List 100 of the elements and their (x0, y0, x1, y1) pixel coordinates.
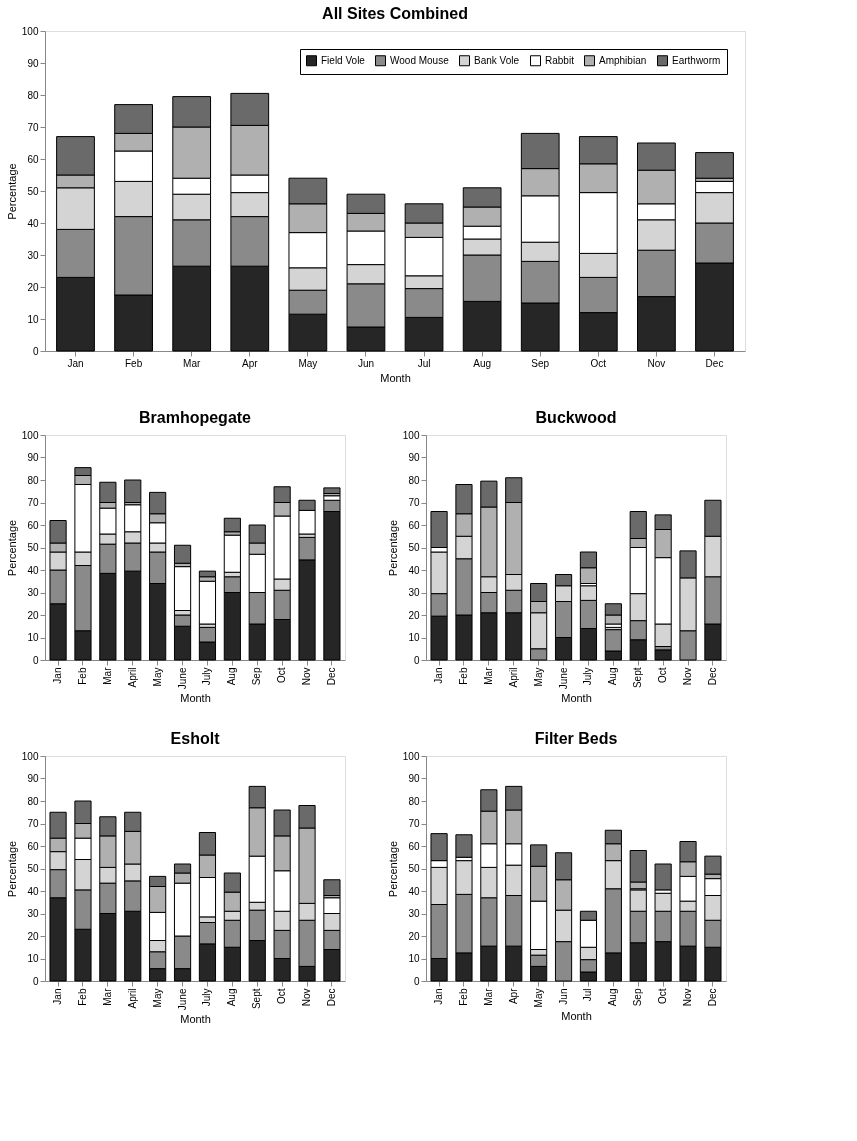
x-tick-label: Jul (417, 357, 431, 369)
y-tick-label: 50 (27, 863, 39, 874)
y-tick-label: 20 (27, 281, 39, 293)
y-tick-label: 20 (408, 930, 420, 942)
x-axis-title: Month (180, 1013, 211, 1026)
y-tick-label: 80 (27, 474, 39, 486)
y-tick-label: 30 (408, 587, 420, 598)
x-tick-label: Oct (590, 357, 607, 369)
y-tick-label: 90 (27, 452, 39, 463)
x-tick-label: Nov (682, 667, 694, 686)
bar (173, 544, 192, 564)
x-tick-label: Aug (607, 667, 619, 686)
y-tick-label: 60 (27, 153, 39, 165)
x-tick-label: Mar (482, 666, 494, 685)
x-tick-label: Jun (357, 357, 375, 369)
x-tick-label: May (532, 667, 544, 687)
x-tick-label: Aug (607, 988, 619, 1007)
x-tick-label: Jan (67, 357, 84, 369)
x-tick-label: Feb (76, 988, 88, 1006)
y-tick-label: 40 (27, 885, 39, 897)
y-axis-title: Percentage (5, 840, 18, 898)
x-tick-label: Oct (276, 988, 288, 1005)
y-tick-label: 0 (413, 975, 420, 987)
y-axis-title: Percentage (386, 519, 399, 577)
x-tick-label: July (201, 667, 213, 686)
y-tick-label: 80 (408, 474, 420, 486)
legend-label: Field Vole (321, 54, 366, 66)
y-tick-label: 50 (27, 542, 39, 553)
y-tick-label: 70 (408, 497, 420, 508)
x-tick-label: Feb (457, 667, 469, 685)
y-tick-label: 30 (27, 249, 39, 261)
y-tick-label: 10 (27, 632, 39, 643)
legend-label: Earthworm (672, 54, 721, 66)
x-tick-label: Nov (301, 988, 313, 1007)
y-tick-label: 100 (21, 25, 39, 37)
y-tick-label: 60 (408, 840, 420, 852)
y-axis-title: Percentage (5, 163, 18, 220)
x-tick-label: Oct (276, 667, 288, 684)
bar (654, 649, 672, 661)
y-tick-label: 10 (27, 953, 39, 964)
y-tick-label: 60 (408, 519, 420, 531)
y-tick-label: 40 (27, 217, 39, 229)
bar (455, 834, 473, 858)
x-tick-label: Sep (531, 357, 550, 369)
y-tick-label: 60 (27, 519, 39, 531)
y-tick-label: 20 (408, 609, 420, 621)
y-tick-label: 10 (27, 313, 39, 325)
x-tick-label: Jan (52, 988, 64, 1005)
x-tick-label: April (126, 667, 138, 688)
y-tick-label: 10 (408, 632, 420, 643)
x-tick-label: Nov (301, 667, 313, 686)
x-tick-label: May (298, 357, 318, 369)
x-tick-label: April (126, 988, 138, 1009)
x-tick-label: Dec (705, 357, 724, 369)
x-tick-label: Aug (473, 357, 492, 369)
y-tick-label: 100 (21, 750, 39, 762)
x-tick-label: Mar (101, 987, 113, 1006)
y-tick-label: 80 (408, 795, 420, 807)
bar (695, 152, 734, 179)
y-tick-label: 90 (27, 57, 39, 69)
x-tick-label: Aug (226, 988, 238, 1007)
bar (223, 534, 241, 573)
x-tick-label: Apr (241, 357, 259, 369)
y-tick-label: 70 (27, 497, 39, 508)
y-tick-label: 50 (408, 542, 420, 553)
y-tick-label: 90 (408, 773, 420, 784)
x-tick-label: May (151, 988, 163, 1008)
y-axis-title: Percentage (5, 519, 18, 577)
y-tick-label: 90 (408, 452, 420, 463)
x-tick-label: Mar (183, 357, 201, 369)
chart-title: Filter Beds (534, 730, 618, 747)
x-axis-title: Month (561, 1010, 592, 1023)
bar (198, 580, 217, 625)
bar (323, 487, 341, 494)
bar (124, 479, 142, 503)
y-tick-label: 40 (27, 564, 39, 576)
bar (654, 863, 672, 891)
y-axis-title: Percentage (386, 840, 399, 898)
y-tick-label: 90 (27, 773, 39, 784)
legend-label: Bank Vole (474, 54, 520, 66)
y-tick-label: 40 (408, 885, 420, 897)
y-tick-label: 30 (27, 587, 39, 598)
x-tick-label: Feb (76, 667, 88, 685)
x-tick-label: Dec (706, 988, 718, 1007)
y-tick-label: 30 (408, 908, 420, 919)
y-tick-label: 50 (408, 863, 420, 874)
y-tick-label: 0 (413, 654, 420, 666)
y-tick-label: 30 (27, 908, 39, 919)
x-tick-label: Dec (706, 667, 718, 686)
y-tick-label: 100 (402, 750, 420, 762)
x-tick-label: Sept (251, 988, 263, 1010)
y-tick-label: 100 (402, 429, 420, 441)
x-tick-label: May (151, 667, 163, 687)
bar (198, 570, 217, 578)
bar (704, 855, 722, 875)
legend-label: Wood Mouse (390, 54, 450, 66)
y-tick-label: 10 (408, 953, 420, 964)
bar (323, 879, 341, 896)
x-tick-label: Nov (682, 988, 694, 1007)
chart-title: Esholt (170, 730, 221, 747)
